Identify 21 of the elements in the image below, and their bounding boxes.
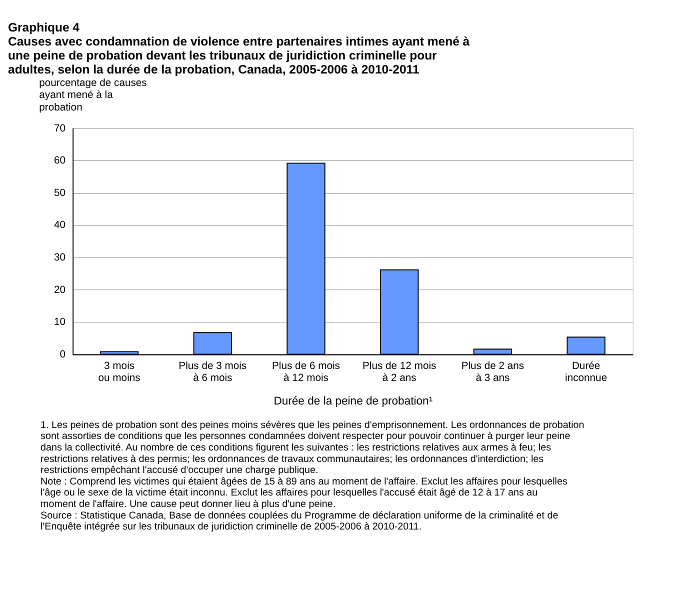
x-tick-label: 3 mois ou moins <box>98 360 140 384</box>
x-tick-label: Plus de 6 mois à 12 mois <box>272 360 340 384</box>
y-tick-label: 20 <box>54 284 66 296</box>
y-tick-label: 30 <box>54 252 66 264</box>
x-axis-title: Durée de la peine de probation¹ <box>274 396 433 408</box>
y-tick-label: 50 <box>54 188 66 199</box>
y-tick-label: 70 <box>54 123 66 134</box>
y-axis-title: pourcentage de causes ayant mené à la probation <box>39 78 147 114</box>
x-tick-label: Durée inconnue <box>565 360 608 384</box>
text: Note : Comprend les victimes qui étaient âgées de 15 à 89 ans au moment de l'affaire. Exclut les affaires pour lesquelles l'âge ou le sexe de la victime était inconnu. Exclut les affaires pour lesquelles l'accusé était âgé de 12 à 17 ans au moment de l'affaire. Une cause peut donner lieu à plus d'une peine. <box>40 476 568 510</box>
chart-subtitle: Causes avec condamnation de violence entre partenaires intimes ayant mené à une peine de probation devant les tribunaux de juridiction criminelle pour adultes, selon la durée de la probation, Canada, 2005-2006 à 2010-2011 <box>8 34 470 77</box>
y-tick-label: 10 <box>54 317 66 328</box>
x-tick-label: Plus de 3 mois à 6 mois <box>178 360 247 384</box>
source-note: Source : Statistique Canada, Base de données couplées du Programme de déclaration uniforme de la criminalité et de l'Enquête intégrée sur les tribunaux de juridiction criminelle de 2005-2006 à 2010-2011. <box>40 510 559 533</box>
y-tick-label: 0 <box>60 350 66 361</box>
x-tick-label: Plus de 12 mois à 2 ans <box>362 360 436 384</box>
y-tick-label: 60 <box>54 156 66 167</box>
chart-title: Graphique 4 <box>8 20 80 34</box>
x-tick-label: Plus de 2 ans à 3 ans <box>461 360 524 384</box>
text: 1. Les peines de probation sont des peines moins sévères que les peines d'emprisonnement. Les ordonnances de probation sont assorties de conditions que les personnes condamnées doivent respecter pour pouvoir continuer à purger leur peine dans la collectivité. Au nombre de ces conditions figurent les suivantes : les restrictions relatives aux armes à feu; les restrictions relatives à des permis; les ordonnances de travaux communautaires; les ordonnances d'interdiction; les restrictions empêchant l'accusé d'occuper une charge publique. <box>40 420 584 476</box>
y-tick-label: 40 <box>54 220 66 232</box>
